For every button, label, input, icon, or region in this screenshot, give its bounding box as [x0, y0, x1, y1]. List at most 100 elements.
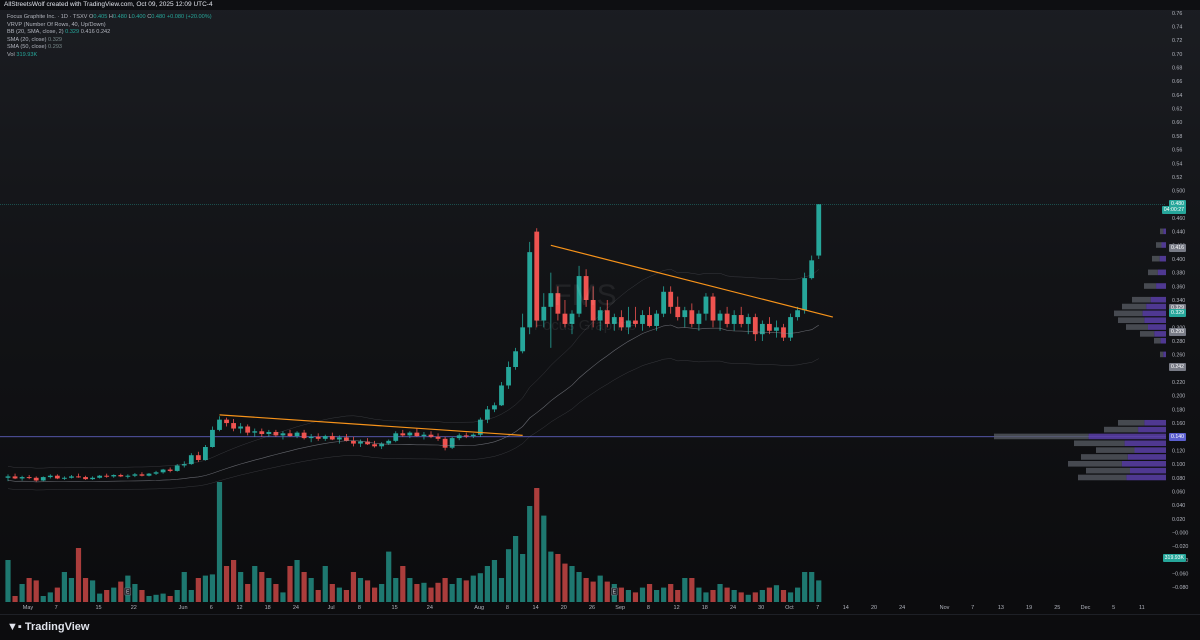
candle-body[interactable] — [435, 436, 441, 439]
candle-body[interactable] — [527, 252, 533, 328]
candle-body[interactable] — [407, 432, 413, 436]
candle-body[interactable] — [499, 385, 504, 406]
sma50-row[interactable]: SMA (50, close) 0.293 — [7, 44, 212, 52]
candle-body[interactable] — [97, 475, 103, 478]
tradingview-logo[interactable]: ▼▪ TradingView — [7, 621, 89, 633]
candle-body[interactable] — [69, 476, 74, 478]
candle-body[interactable] — [167, 469, 173, 471]
candle-body[interactable] — [365, 441, 370, 445]
candle-body[interactable] — [809, 260, 815, 279]
candle-body[interactable] — [731, 315, 737, 324]
bb-label[interactable]: BB (20, SMA, close, 2) — [7, 29, 64, 36]
candle-body[interactable] — [675, 306, 681, 318]
candle-body[interactable] — [492, 405, 497, 410]
sma20-label[interactable]: SMA (20, close) — [7, 36, 47, 43]
volume-row[interactable]: Vol 319.93K — [7, 52, 212, 60]
vrvp-label[interactable]: VRVP (Number Of Rows, 40, Up/Down) — [7, 21, 106, 28]
candle-body[interactable] — [456, 435, 462, 439]
candle-body[interactable] — [569, 313, 575, 324]
symbol-name[interactable]: Focus Graphite Inc. · 1D · TSXV — [7, 14, 88, 20]
candle-body[interactable] — [139, 474, 145, 476]
candle-body[interactable] — [118, 475, 124, 477]
candle-body[interactable] — [485, 409, 490, 420]
candle-body[interactable] — [541, 306, 547, 321]
candle-body[interactable] — [513, 351, 518, 368]
candle-body[interactable] — [111, 475, 117, 477]
candle-body[interactable] — [640, 315, 645, 324]
candle-body[interactable] — [428, 434, 434, 437]
candle-body[interactable] — [477, 419, 483, 435]
candle-body[interactable] — [308, 436, 314, 439]
candle-body[interactable] — [174, 465, 180, 471]
trendline-summer[interactable] — [219, 414, 523, 436]
candle-body[interactable] — [597, 310, 603, 321]
candle-body[interactable] — [661, 291, 667, 314]
candle-body[interactable] — [710, 296, 716, 321]
candle-body[interactable] — [5, 476, 11, 478]
candle-body[interactable] — [40, 477, 46, 481]
candle-body[interactable] — [590, 300, 596, 321]
candle-body[interactable] — [351, 440, 356, 444]
candle-body[interactable] — [26, 477, 32, 479]
candle-body[interactable] — [358, 441, 363, 444]
candle-body[interactable] — [33, 477, 39, 481]
candle-body[interactable] — [604, 310, 610, 324]
bb-row[interactable]: BB (20, SMA, close, 2) 0.329 0.416 0.242 — [7, 29, 212, 37]
candle-body[interactable] — [682, 310, 688, 318]
candle-body[interactable] — [386, 440, 392, 444]
candle-body[interactable] — [611, 317, 617, 324]
candle-body[interactable] — [745, 317, 751, 324]
candle-body[interactable] — [767, 323, 772, 331]
candle-body[interactable] — [231, 423, 236, 429]
candle-body[interactable] — [54, 475, 60, 479]
candle-body[interactable] — [534, 231, 540, 321]
candle-body[interactable] — [562, 313, 568, 324]
candle-body[interactable] — [548, 293, 554, 307]
candle-body[interactable] — [506, 367, 511, 386]
candle-body[interactable] — [583, 276, 589, 300]
candle-body[interactable] — [752, 317, 758, 335]
candle-body[interactable] — [266, 431, 272, 435]
candle-body[interactable] — [160, 469, 166, 473]
candle-body[interactable] — [280, 433, 286, 436]
candle-body[interactable] — [379, 443, 385, 447]
candle-body[interactable] — [647, 315, 652, 326]
candle-body[interactable] — [788, 317, 793, 338]
volume-label[interactable]: Vol — [7, 51, 15, 58]
candle-body[interactable] — [294, 432, 300, 437]
candle-body[interactable] — [633, 320, 638, 324]
candle-body[interactable] — [555, 293, 561, 314]
candle-body[interactable] — [463, 435, 469, 437]
candle-body[interactable] — [618, 317, 624, 328]
candle-body[interactable] — [724, 313, 730, 324]
candle-body[interactable] — [654, 313, 659, 326]
candle-body[interactable] — [76, 476, 81, 478]
candle-body[interactable] — [90, 477, 95, 480]
symbol-row[interactable]: Focus Graphite Inc. · 1D · TSXV O0.405 H… — [7, 14, 212, 22]
candle-body[interactable] — [802, 278, 808, 311]
candle-body[interactable] — [414, 432, 420, 437]
candle-body[interactable] — [696, 313, 702, 324]
sma20-row[interactable]: SMA (20, close) 0.329 — [7, 37, 212, 45]
candle-body[interactable] — [224, 419, 229, 424]
candle-body[interactable] — [210, 429, 215, 447]
candle-body[interactable] — [181, 464, 187, 466]
candle-body[interactable] — [125, 475, 131, 477]
candle-body[interactable] — [19, 477, 25, 479]
candle-body[interactable] — [576, 276, 582, 314]
candle-body[interactable] — [146, 473, 152, 476]
vrvp-row[interactable]: VRVP (Number Of Rows, 40, Up/Down) — [7, 22, 212, 30]
candle-body[interactable] — [259, 431, 265, 435]
candle-body[interactable] — [62, 477, 67, 479]
trendline-autumn[interactable] — [550, 244, 833, 318]
earnings-marker[interactable] — [611, 587, 618, 596]
candle-body[interactable] — [203, 447, 208, 460]
candle-body[interactable] — [689, 310, 695, 324]
candle-body[interactable] — [442, 438, 448, 448]
candle-body[interactable] — [322, 436, 328, 439]
candle-body[interactable] — [252, 431, 258, 433]
candle-body[interactable] — [781, 327, 786, 338]
candle-body[interactable] — [336, 437, 342, 440]
candle-body[interactable] — [315, 436, 321, 439]
candle-body[interactable] — [344, 437, 349, 441]
